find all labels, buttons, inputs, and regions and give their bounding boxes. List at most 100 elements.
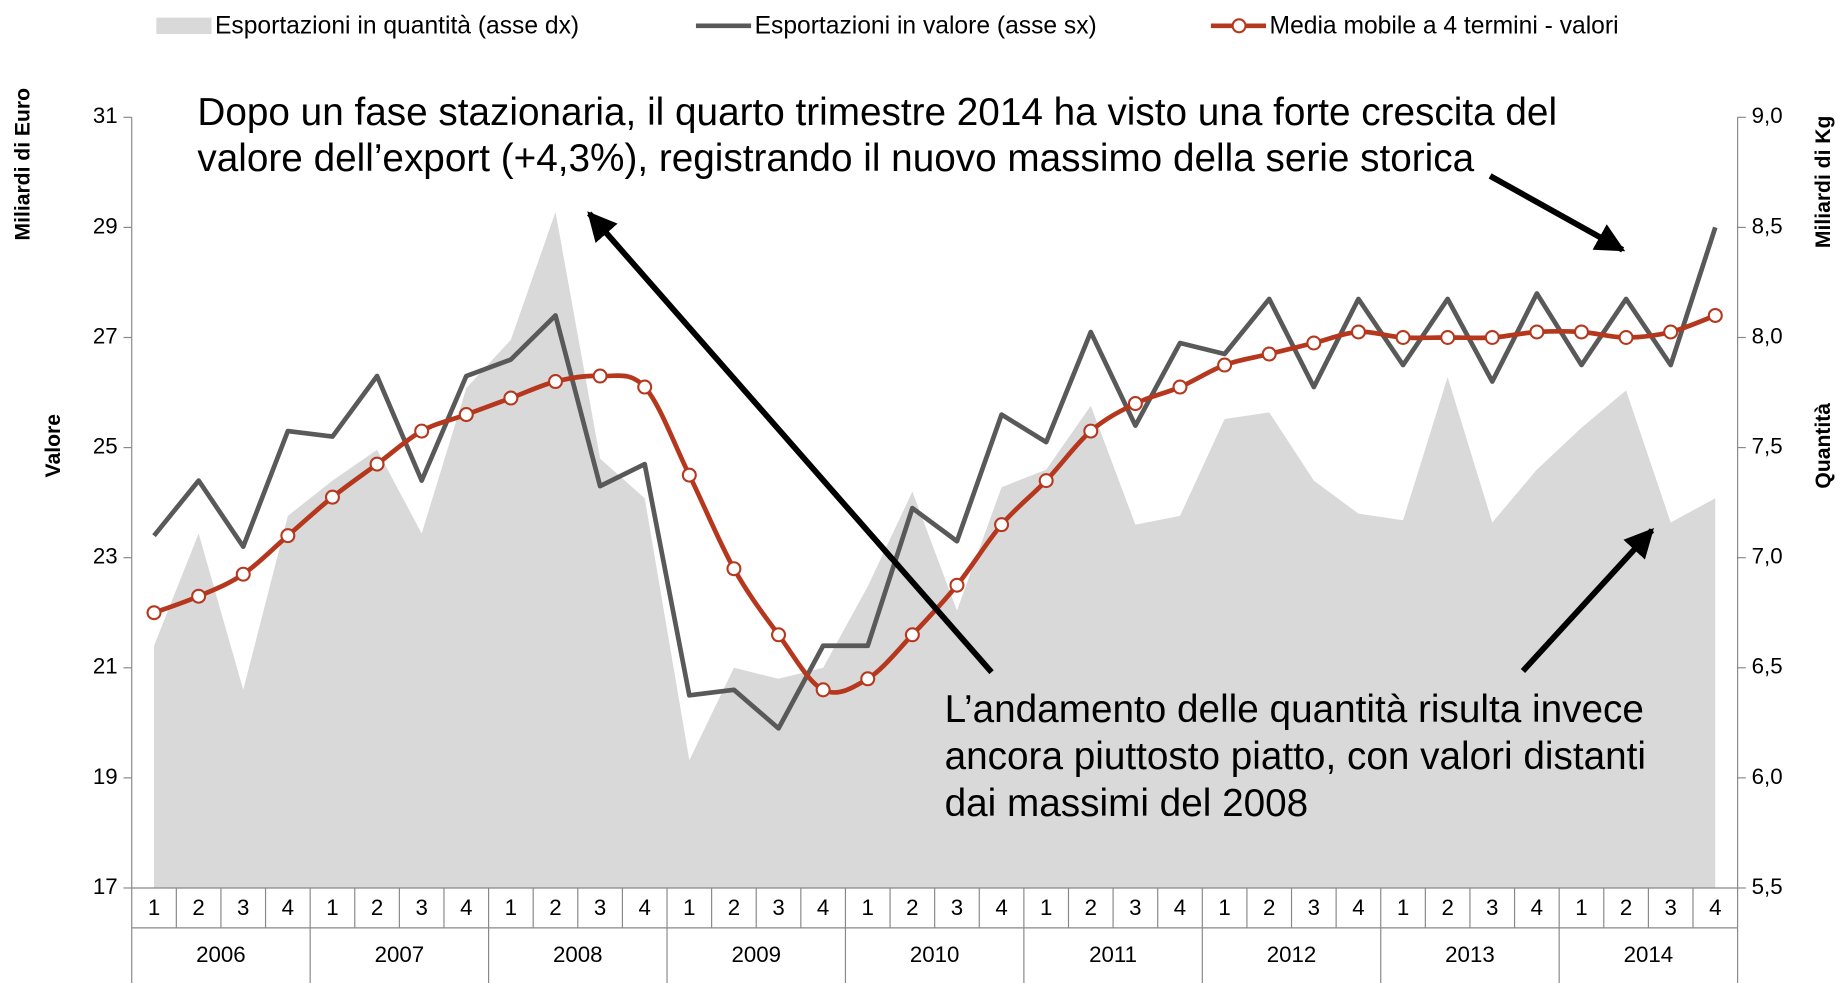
x-tick-label: 4 bbox=[1531, 895, 1543, 920]
x-tick-label: 1 bbox=[1397, 895, 1409, 920]
line bbox=[152, 226, 1718, 731]
marker bbox=[458, 407, 474, 423]
y-axis-title: Miliardi di Euro bbox=[11, 88, 34, 241]
marker bbox=[146, 605, 162, 621]
x-tick-label: 3 bbox=[594, 895, 606, 920]
marker bbox=[994, 517, 1010, 533]
marker bbox=[280, 528, 296, 544]
x-tick-label: 4 bbox=[460, 895, 472, 920]
y2-axis-title: Quantità bbox=[1812, 403, 1835, 489]
legend-label: Esportazioni in valore (asse sx) bbox=[755, 12, 1097, 39]
x-tick-label: 3 bbox=[951, 895, 963, 920]
x-tick-label: 3 bbox=[1664, 895, 1676, 920]
y-tick-label: 21 bbox=[93, 654, 118, 679]
marker bbox=[1618, 329, 1634, 346]
marker bbox=[1350, 324, 1366, 340]
x-tick-label: 1 bbox=[683, 895, 695, 920]
x-tick-label: 1 bbox=[1575, 895, 1587, 920]
y-tick-label: 25 bbox=[93, 433, 118, 458]
x-group-label: 2013 bbox=[1445, 942, 1495, 967]
marker bbox=[503, 390, 519, 406]
x-tick-label: 2 bbox=[906, 895, 918, 920]
y2-tick-label: 7,5 bbox=[1752, 433, 1783, 458]
y2-tick-label: 6,0 bbox=[1752, 764, 1783, 789]
x-group-label: 2009 bbox=[731, 942, 781, 967]
legend-swatch bbox=[156, 17, 212, 35]
marker bbox=[949, 577, 965, 593]
x-tick-label: 3 bbox=[1129, 895, 1141, 920]
y-tick-label: 23 bbox=[93, 544, 118, 569]
x-tick-label: 2 bbox=[549, 895, 561, 920]
x-tick-label: 4 bbox=[1174, 895, 1186, 920]
y-tick-label: 19 bbox=[93, 764, 118, 789]
marker bbox=[1529, 324, 1545, 340]
marker bbox=[191, 588, 207, 604]
marker bbox=[860, 671, 876, 687]
marker bbox=[726, 561, 742, 577]
x-group-label: 2014 bbox=[1624, 942, 1674, 967]
x-tick-label: 2 bbox=[1441, 895, 1453, 920]
annotation: valore dell’export (+4,3%), registrando … bbox=[197, 137, 1474, 180]
x-group-label: 2011 bbox=[1089, 942, 1137, 967]
x-tick-label: 3 bbox=[415, 895, 427, 920]
marker bbox=[1127, 396, 1143, 412]
x-group-label: 2012 bbox=[1267, 942, 1317, 967]
x-tick-label: 4 bbox=[282, 895, 294, 920]
y-tick-label: 17 bbox=[93, 874, 118, 899]
marker bbox=[1306, 335, 1322, 351]
marker bbox=[547, 374, 564, 390]
area bbox=[154, 211, 1716, 888]
x-tick-label: 4 bbox=[1709, 895, 1721, 920]
marker bbox=[369, 456, 385, 472]
marker bbox=[904, 627, 920, 643]
marker bbox=[637, 379, 653, 395]
y-tick-label: 29 bbox=[93, 213, 118, 238]
legend-label: Esportazioni in quantità (asse dx) bbox=[215, 12, 579, 39]
x-tick-label: 1 bbox=[148, 895, 160, 920]
x-tick-label: 3 bbox=[1308, 895, 1320, 920]
legend-marker bbox=[1231, 18, 1247, 34]
x-tick-label: 4 bbox=[995, 895, 1007, 920]
x-tick-label: 2 bbox=[192, 895, 204, 920]
annotation: ancora piuttosto piatto, con valori dist… bbox=[945, 735, 1646, 778]
marker bbox=[1038, 473, 1054, 489]
marker bbox=[1395, 329, 1411, 346]
x-tick-label: 4 bbox=[817, 895, 829, 920]
legend-label: Media mobile a 4 termini - valori bbox=[1270, 12, 1619, 39]
arrow bbox=[587, 211, 994, 675]
x-group-label: 2007 bbox=[375, 942, 425, 967]
marker bbox=[1663, 324, 1679, 340]
annotation: Dopo un fase stazionaria, il quarto trim… bbox=[197, 91, 1557, 134]
x-group-label: 2010 bbox=[910, 942, 960, 967]
x-tick-label: 3 bbox=[237, 895, 249, 920]
marker bbox=[681, 467, 697, 483]
y2-tick-label: 6,5 bbox=[1752, 654, 1783, 679]
x-tick-label: 3 bbox=[1486, 895, 1498, 920]
marker bbox=[1083, 423, 1099, 439]
marker bbox=[1440, 329, 1456, 346]
x-tick-label: 3 bbox=[772, 895, 784, 920]
y-axis-title: Valore bbox=[42, 414, 65, 478]
marker bbox=[592, 368, 608, 384]
y2-tick-label: 5,5 bbox=[1752, 874, 1783, 899]
y-tick-label: 31 bbox=[93, 103, 118, 128]
x-tick-label: 2 bbox=[728, 895, 740, 920]
x-tick-label: 1 bbox=[1218, 895, 1230, 920]
arrow bbox=[1520, 528, 1655, 673]
y2-tick-label: 7,0 bbox=[1752, 544, 1783, 569]
x-tick-label: 2 bbox=[371, 895, 383, 920]
marker bbox=[414, 423, 430, 439]
y2-tick-label: 9,0 bbox=[1752, 103, 1783, 128]
x-tick-label: 4 bbox=[639, 895, 651, 920]
y2-tick-label: 8,0 bbox=[1752, 323, 1783, 348]
marker bbox=[815, 682, 831, 698]
y-tick-label: 27 bbox=[93, 323, 118, 348]
marker bbox=[1172, 379, 1188, 395]
arrow bbox=[1488, 173, 1626, 253]
x-tick-label: 2 bbox=[1263, 895, 1275, 920]
x-group-label: 2008 bbox=[553, 942, 603, 967]
marker bbox=[324, 489, 340, 505]
annotation: L’andamento delle quantità risulta invec… bbox=[945, 688, 1644, 731]
